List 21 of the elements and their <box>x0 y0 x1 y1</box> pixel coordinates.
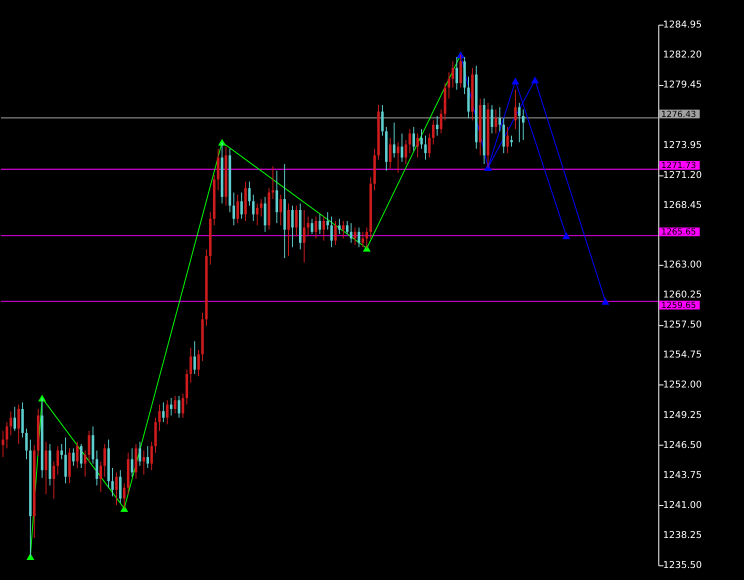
y-tick-label: 1235.50 <box>663 560 702 572</box>
y-tick-label: 1271.20 <box>663 170 702 181</box>
y-tick-label: 1246.50 <box>663 440 702 451</box>
y-tick-label: 1257.50 <box>663 320 702 331</box>
ref-line-label: 1259.65 <box>661 300 696 310</box>
y-tick-label: 1243.75 <box>663 470 702 481</box>
y-tick-label: 1263.00 <box>663 259 702 270</box>
y-tick-label: 1249.25 <box>663 410 702 421</box>
y-tick-label: 1268.45 <box>663 200 702 211</box>
y-tick-label: 1241.00 <box>663 500 702 511</box>
y-tick-label: 1282.20 <box>663 50 702 61</box>
y-tick-label: 1238.25 <box>663 530 702 542</box>
y-tick-label: 1254.75 <box>663 350 702 361</box>
ref-line-label: 1276.43 <box>661 108 696 119</box>
y-tick-label: 1260.25 <box>663 290 702 301</box>
y-tick-label: 1279.45 <box>663 80 702 91</box>
y-tick-label: 1284.95 <box>663 20 702 31</box>
ref-line-label: 1271.73 <box>661 160 696 170</box>
y-tick-label: 1252.00 <box>663 380 702 391</box>
y-tick-label: 1273.95 <box>663 140 702 151</box>
ref-line-label: 1265.65 <box>661 226 696 237</box>
